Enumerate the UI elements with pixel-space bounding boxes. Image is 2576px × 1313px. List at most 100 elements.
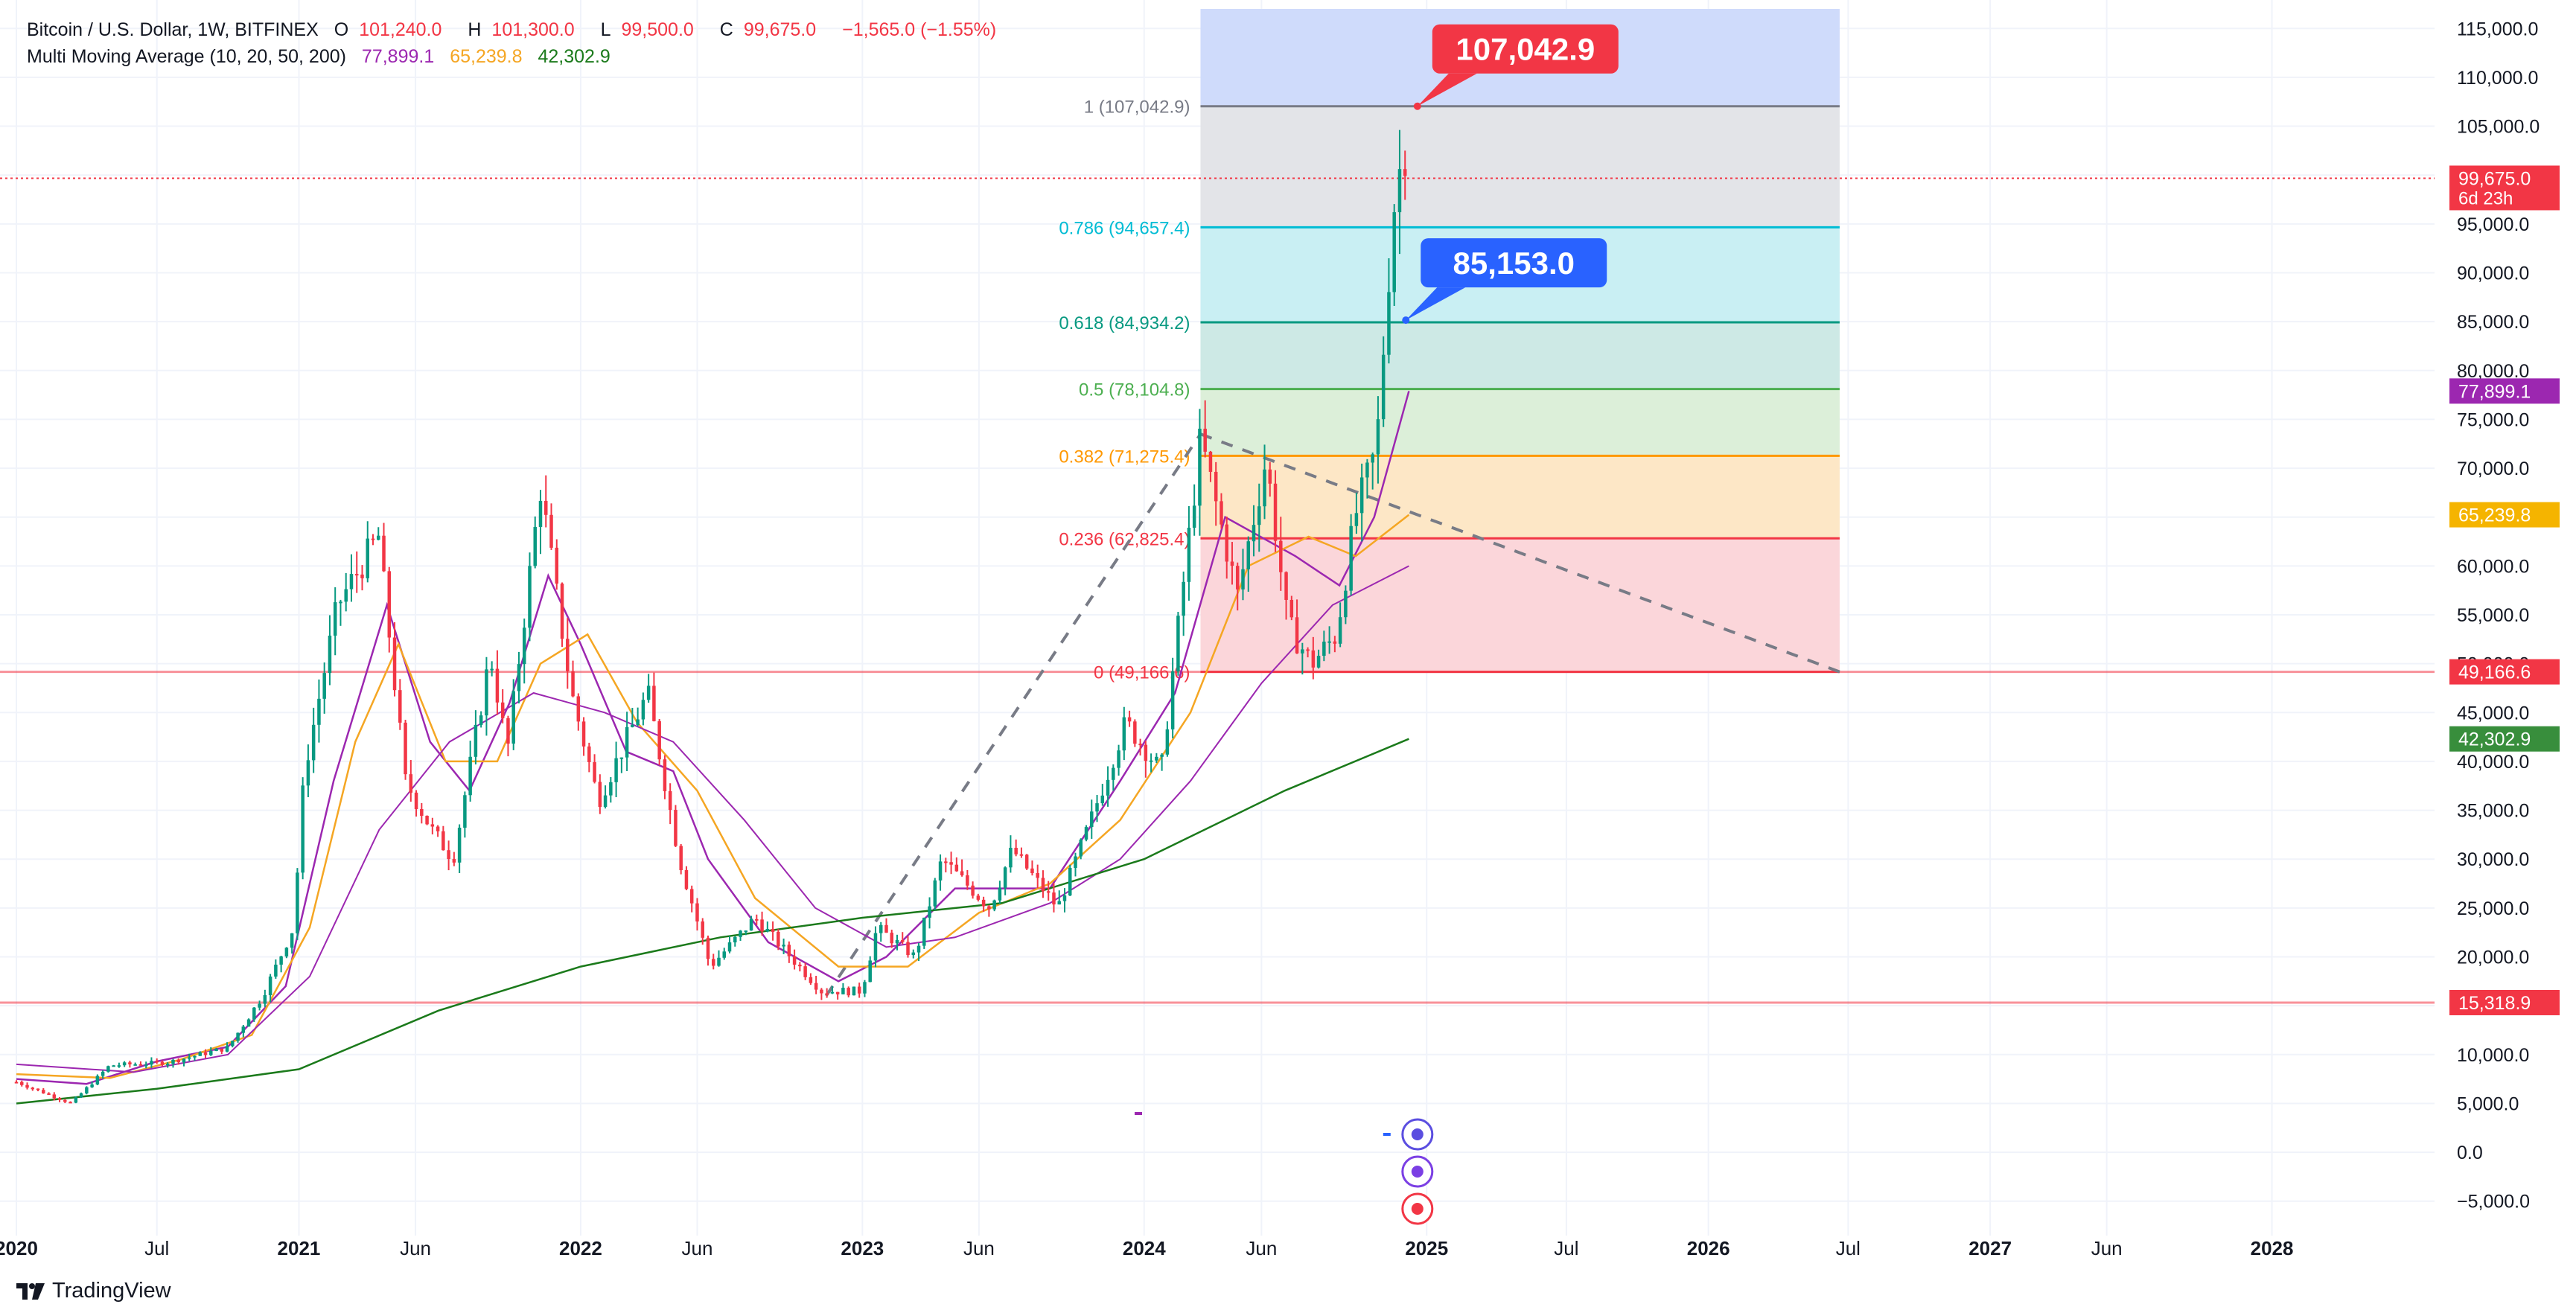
- low-label: L: [600, 19, 611, 40]
- candle-body: [474, 724, 478, 757]
- price-tick-label: 70,000.0: [2457, 459, 2529, 479]
- price-axis-badge: [2449, 502, 2560, 528]
- candle-body: [441, 831, 445, 851]
- candle-body: [511, 691, 515, 744]
- candle-body: [165, 1064, 170, 1066]
- candle-body: [739, 930, 742, 937]
- candle-body: [150, 1061, 153, 1065]
- candle-body: [603, 795, 608, 808]
- price-tick-label: 5,000.0: [2457, 1093, 2519, 1114]
- candle-body: [533, 526, 537, 566]
- time-tick-label: 2020: [0, 1237, 38, 1259]
- event-markers[interactable]: [1135, 1112, 1434, 1225]
- candle-body: [366, 538, 369, 578]
- candle-body: [85, 1087, 89, 1093]
- candle-body: [63, 1099, 67, 1102]
- candle-body: [420, 808, 424, 817]
- candle-body: [809, 977, 813, 983]
- candle-body: [1263, 469, 1266, 507]
- candle-body: [771, 929, 775, 932]
- candle-body: [1235, 566, 1240, 590]
- candle-body: [576, 696, 581, 722]
- candle-body: [68, 1102, 72, 1104]
- candle-body: [895, 940, 899, 944]
- candle-body: [279, 956, 283, 965]
- candle-body: [641, 700, 645, 720]
- price-tick-label: 55,000.0: [2457, 605, 2529, 626]
- candle-body: [1220, 501, 1223, 525]
- price-axis-countdown: 6d 23h: [2458, 188, 2513, 208]
- candle-body: [1100, 795, 1105, 804]
- moving-average-lines: [16, 391, 1410, 1105]
- time-axis[interactable]: 2020 Jul 2021 Jun 2022 Jun 2023 Jun 2024 Jun 2025 J…: [0, 1237, 2293, 1259]
- time-tick-label: 2022: [559, 1237, 602, 1259]
- candle-body: [79, 1093, 83, 1098]
- time-tick-label: 2023: [841, 1237, 884, 1259]
- close-label: C: [719, 19, 733, 40]
- price-tick-label: 0.0: [2457, 1143, 2483, 1163]
- indicator-legend[interactable]: Multi Moving Average (10, 20, 50, 200) 7…: [27, 46, 621, 68]
- candle-body: [1322, 642, 1326, 656]
- candle-body: [544, 500, 548, 515]
- candle-body: [425, 816, 429, 825]
- candle-body: [1030, 868, 1034, 874]
- candle-body: [652, 686, 656, 721]
- candle-body: [1306, 649, 1310, 651]
- candle-body: [1149, 760, 1153, 762]
- candle-body: [246, 1019, 251, 1027]
- candle-body: [1230, 561, 1234, 566]
- candle-body: [1333, 641, 1337, 644]
- candle-body: [825, 993, 829, 995]
- tradingview-logo[interactable]: TradingView: [16, 1279, 171, 1303]
- candle-body: [193, 1055, 197, 1058]
- candle-body: [57, 1098, 62, 1100]
- candle-body: [517, 664, 521, 691]
- candle-body: [1036, 873, 1039, 878]
- candle-body: [1387, 292, 1391, 355]
- candle-body: [90, 1084, 94, 1087]
- candle-body: [987, 906, 991, 910]
- candle-body: [960, 871, 964, 875]
- time-tick-label: 2025: [1405, 1237, 1448, 1259]
- candle-body: [1344, 590, 1348, 618]
- candle-body: [1003, 867, 1007, 888]
- open-value: 101,240.0: [359, 19, 442, 40]
- candle-body: [555, 547, 559, 584]
- price-axis[interactable]: −5,000.00.05,000.010,000.015,000.020,000…: [2449, 19, 2560, 1213]
- candle-body: [354, 574, 359, 576]
- candle-body: [317, 698, 321, 725]
- candle-body: [47, 1093, 51, 1095]
- candle-body: [25, 1084, 29, 1088]
- candle-body: [684, 870, 689, 889]
- candle-body: [52, 1094, 57, 1099]
- candle-body: [1122, 717, 1126, 751]
- price-tick-label: 90,000.0: [2457, 263, 2529, 284]
- candlestick-series: [14, 130, 1407, 1104]
- ma20-value: 65,239.8: [450, 46, 523, 67]
- candle-body: [1068, 868, 1072, 895]
- fib-label: 0.618 (84,934.2): [1059, 313, 1190, 333]
- price-axis-badge: [2449, 659, 2560, 685]
- candle-body: [171, 1059, 175, 1064]
- price-callouts[interactable]: 107,042.9 85,153.0: [1402, 24, 1619, 325]
- indicator-title[interactable]: Multi Moving Average (10, 20, 50, 200): [27, 46, 346, 67]
- candle-body: [14, 1082, 19, 1084]
- symbol-title[interactable]: Bitcoin / U.S. Dollar, 1W, BITFINEX: [27, 19, 319, 40]
- price-axis-badge: [2449, 165, 2560, 211]
- candle-body: [1327, 641, 1331, 643]
- tradingview-logo-icon: [16, 1282, 45, 1300]
- candle-body: [1170, 671, 1175, 729]
- price-tick-label: 85,000.0: [2457, 312, 2529, 333]
- symbol-legend[interactable]: Bitcoin / U.S. Dollar, 1W, BITFINEX O 101…: [27, 19, 1007, 41]
- fib-zone-fills: [1200, 9, 1840, 672]
- candle-body: [1046, 891, 1051, 893]
- candle-body: [668, 790, 672, 811]
- candle-body: [949, 862, 953, 865]
- candle-body: [1176, 616, 1180, 671]
- candle-body: [1133, 721, 1137, 744]
- candle-body: [1376, 419, 1380, 455]
- candle-body: [701, 921, 704, 938]
- close-value: 99,675.0: [743, 19, 817, 40]
- candle-body: [1203, 428, 1207, 452]
